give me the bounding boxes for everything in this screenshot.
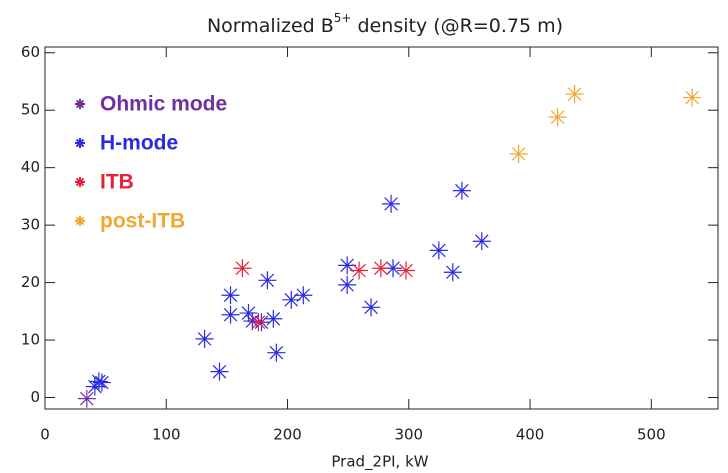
point bbox=[565, 85, 584, 104]
point bbox=[338, 275, 357, 294]
star-arm bbox=[364, 300, 378, 315]
point bbox=[210, 362, 229, 381]
star-arm bbox=[75, 216, 85, 226]
y-tick-label: 60 bbox=[21, 43, 40, 61]
star-arm bbox=[474, 234, 489, 249]
plot-frame bbox=[44, 46, 719, 410]
star-arm bbox=[340, 278, 354, 292]
x-tick-label: 0 bbox=[40, 426, 50, 444]
point bbox=[264, 309, 283, 328]
point bbox=[221, 286, 240, 305]
star-arm bbox=[212, 364, 227, 379]
star-arm bbox=[446, 265, 460, 280]
x-tick-label: 200 bbox=[273, 426, 302, 444]
point bbox=[452, 181, 471, 200]
point bbox=[77, 389, 96, 408]
point bbox=[509, 144, 528, 163]
legend-label: H-mode bbox=[100, 132, 178, 155]
legend-marker bbox=[75, 177, 85, 187]
x-axis-label: Prad_2PI, kW bbox=[331, 453, 428, 472]
legend-marker bbox=[75, 216, 85, 226]
star-arm bbox=[296, 288, 311, 303]
star-arm bbox=[352, 263, 366, 278]
point bbox=[429, 241, 448, 260]
point bbox=[472, 232, 491, 251]
point bbox=[249, 313, 268, 332]
point bbox=[89, 372, 108, 391]
y-tick-label: 0 bbox=[30, 388, 40, 406]
star-arm bbox=[197, 332, 212, 346]
star-arm bbox=[455, 183, 469, 198]
star-arm bbox=[260, 273, 275, 288]
star-arm bbox=[75, 138, 85, 148]
point bbox=[195, 329, 214, 348]
star-arm bbox=[75, 99, 85, 109]
star-arm bbox=[75, 177, 85, 187]
legend-label: Ohmic mode bbox=[100, 93, 227, 116]
star-arm bbox=[386, 261, 400, 276]
chart-title: Normalized B5+ density (@R=0.75 m) bbox=[207, 11, 563, 37]
star-arm bbox=[685, 90, 699, 105]
point bbox=[548, 108, 567, 127]
x-tick-label: 400 bbox=[516, 426, 545, 444]
point bbox=[396, 261, 415, 280]
star-arm bbox=[511, 147, 526, 161]
point bbox=[371, 259, 390, 278]
star-arm bbox=[251, 315, 266, 330]
point bbox=[683, 88, 702, 107]
point bbox=[267, 343, 286, 362]
star-arm bbox=[432, 243, 446, 258]
title-rest: density (@R=0.75 m) bbox=[351, 15, 563, 37]
y-tick-label: 40 bbox=[21, 158, 40, 176]
star-arm bbox=[340, 258, 354, 273]
legend-label: post-ITB bbox=[100, 210, 185, 233]
point bbox=[382, 194, 401, 213]
star-arm bbox=[550, 110, 565, 124]
legend-label: ITB bbox=[100, 171, 134, 194]
title-superscript: 5+ bbox=[334, 11, 352, 25]
point bbox=[233, 259, 252, 278]
y-tick-label: 10 bbox=[21, 331, 40, 349]
point bbox=[362, 298, 381, 317]
point bbox=[294, 286, 313, 305]
legend-marker bbox=[75, 99, 85, 109]
point bbox=[350, 261, 369, 280]
x-tick-label: 300 bbox=[394, 426, 423, 444]
star-arm bbox=[399, 263, 413, 278]
star-arm bbox=[95, 375, 109, 390]
y-tick-label: 30 bbox=[21, 216, 40, 234]
point bbox=[92, 373, 111, 392]
star-arm bbox=[235, 261, 250, 276]
point bbox=[443, 263, 462, 282]
legend-marker bbox=[75, 138, 85, 148]
y-tick-label: 20 bbox=[21, 273, 40, 291]
x-tick-label: 500 bbox=[637, 426, 666, 444]
point bbox=[85, 377, 104, 396]
star-arm bbox=[567, 87, 582, 101]
point bbox=[282, 290, 301, 309]
star-arm bbox=[92, 374, 106, 389]
star-arm bbox=[241, 306, 256, 320]
point bbox=[221, 305, 240, 324]
star-arm bbox=[80, 391, 94, 406]
point bbox=[384, 259, 403, 278]
point bbox=[258, 271, 277, 290]
star-arm bbox=[223, 307, 238, 322]
star-arm bbox=[269, 345, 284, 360]
star-arm bbox=[223, 288, 238, 303]
x-tick-label: 100 bbox=[152, 426, 181, 444]
star-arm bbox=[266, 311, 281, 326]
star-arm bbox=[384, 197, 398, 211]
star-arm bbox=[374, 261, 388, 276]
title-text: Normalized B bbox=[207, 15, 334, 37]
y-tick-label: 50 bbox=[21, 101, 40, 119]
